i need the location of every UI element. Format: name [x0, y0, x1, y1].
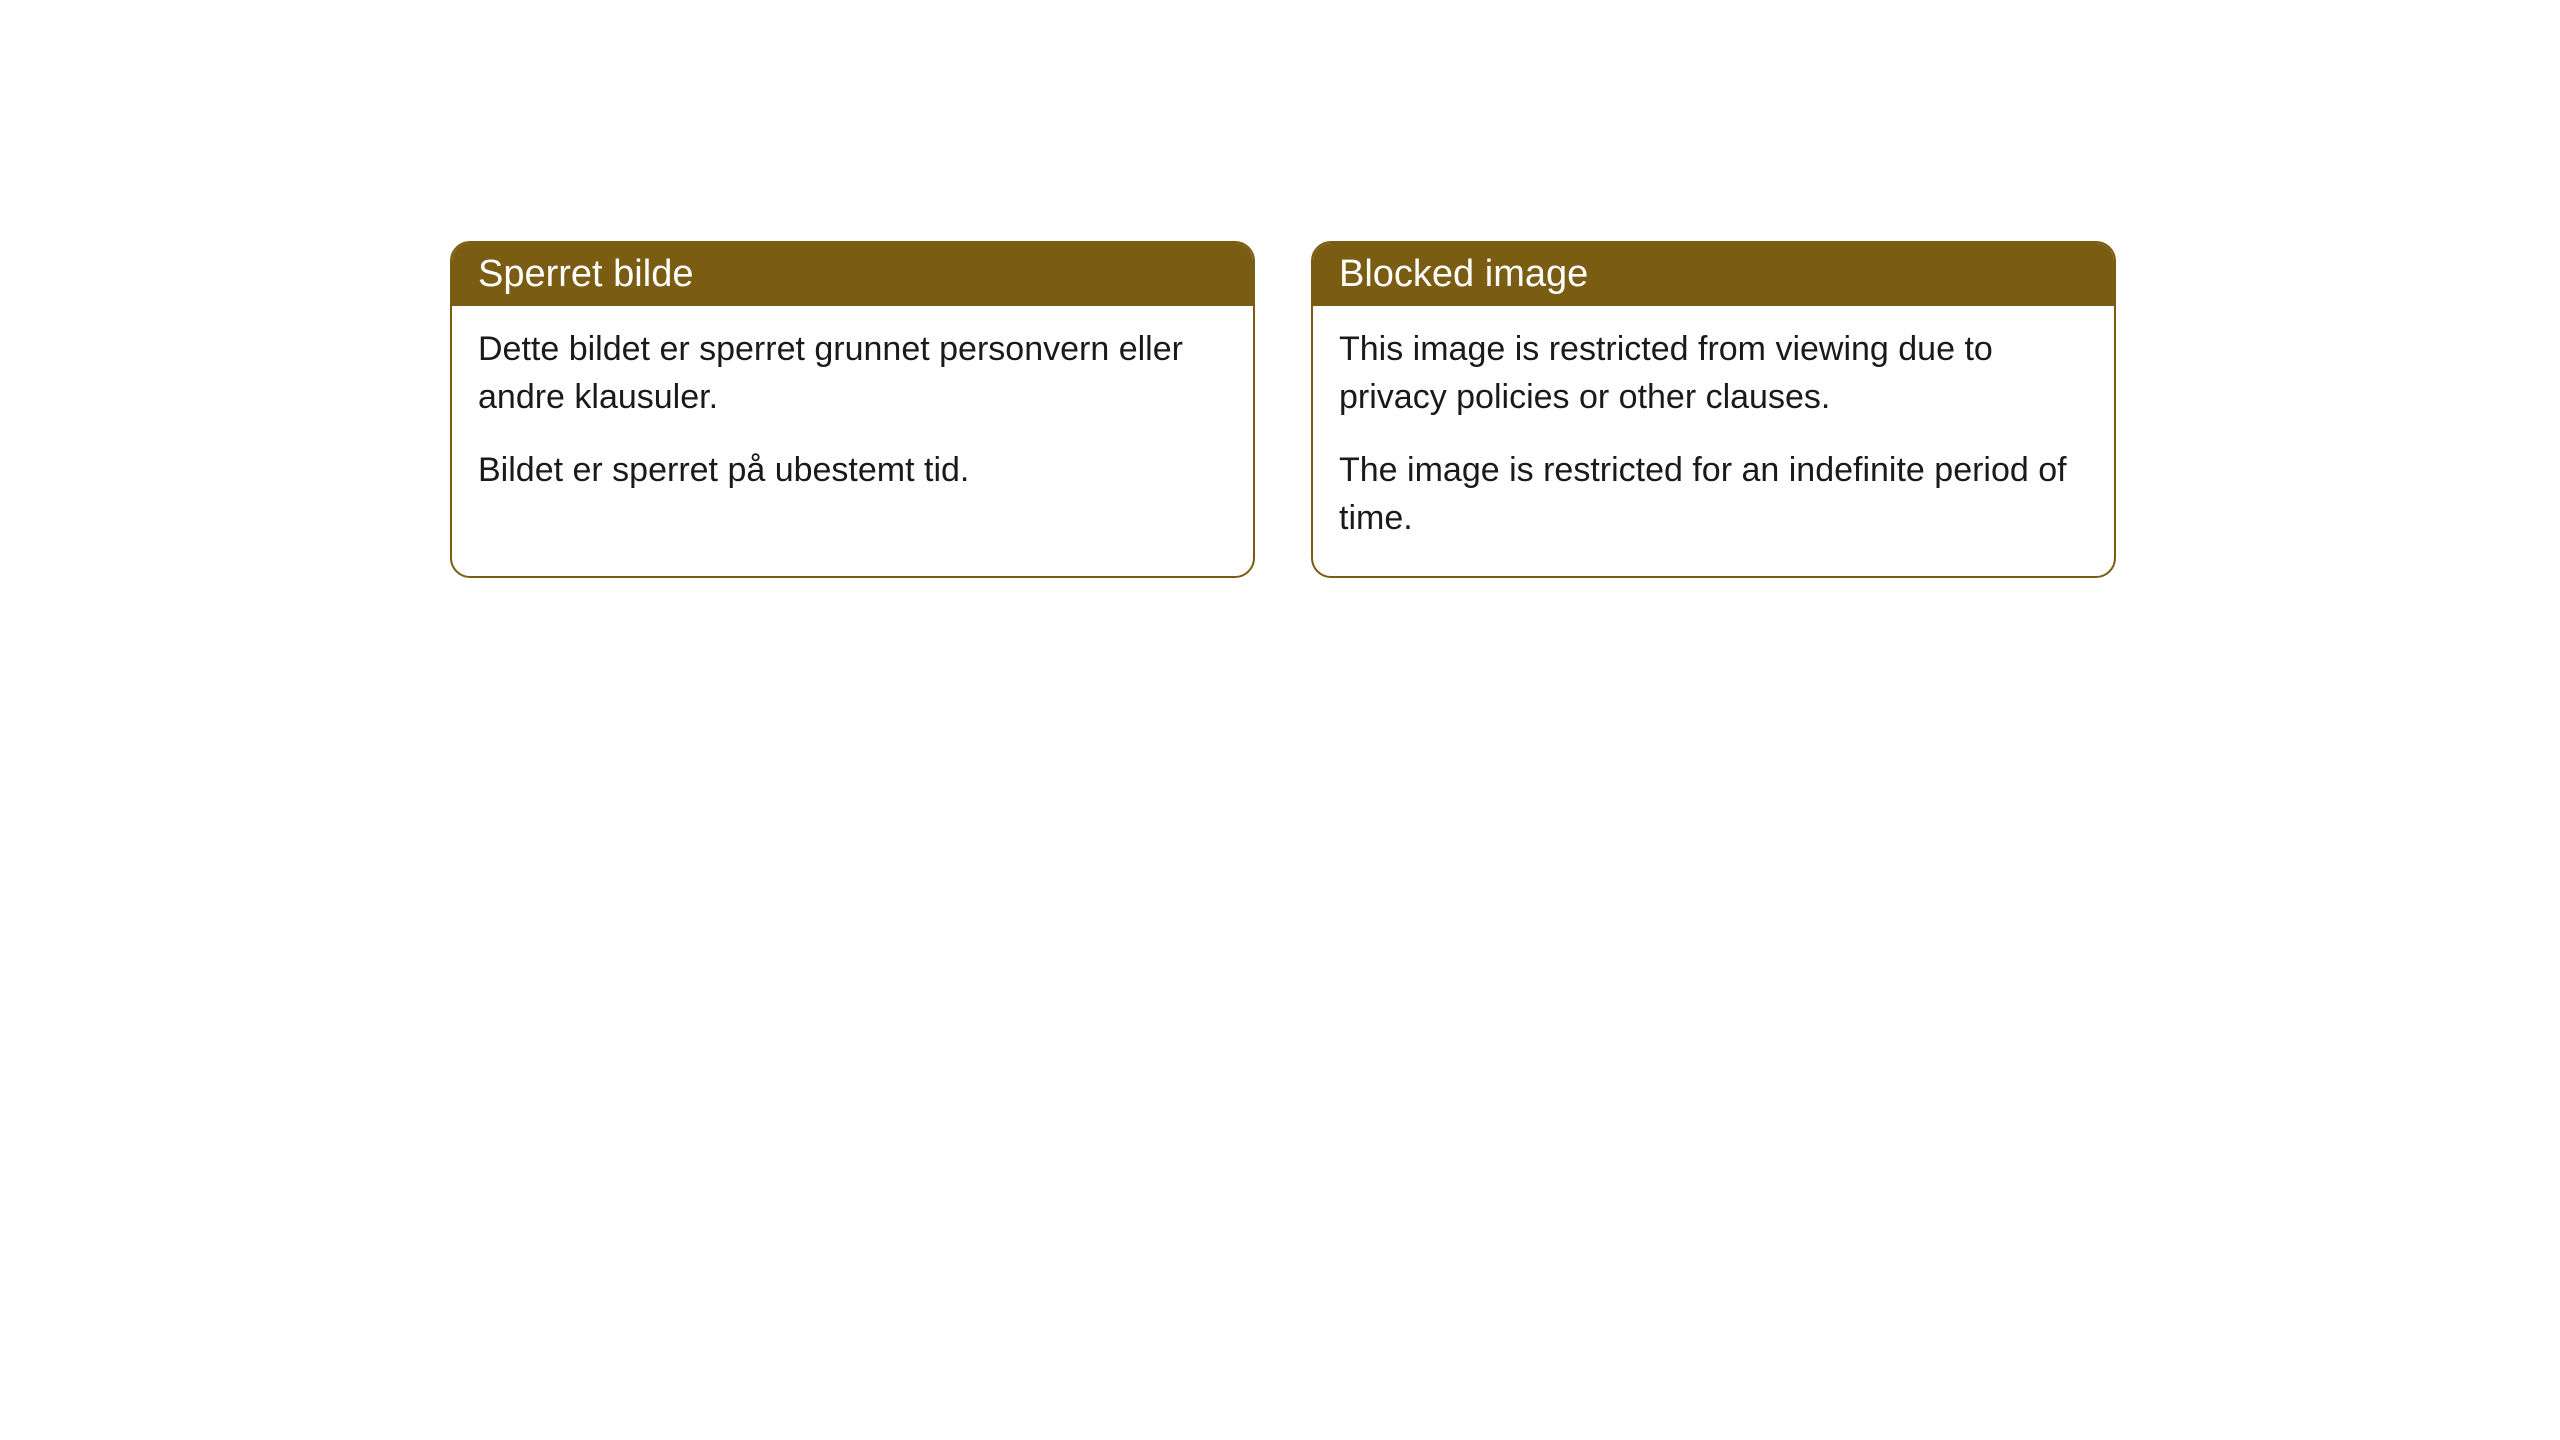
card-body-no: Dette bildet er sperret grunnet personve…: [452, 306, 1253, 529]
card-paragraph-1-no: Dette bildet er sperret grunnet personve…: [478, 326, 1227, 421]
cards-container: Sperret bilde Dette bildet er sperret gr…: [450, 241, 2116, 578]
card-header-no: Sperret bilde: [452, 243, 1253, 306]
card-paragraph-2-en: The image is restricted for an indefinit…: [1339, 447, 2088, 542]
blocked-image-card-no: Sperret bilde Dette bildet er sperret gr…: [450, 241, 1255, 578]
card-paragraph-2-no: Bildet er sperret på ubestemt tid.: [478, 447, 1227, 495]
card-paragraph-1-en: This image is restricted from viewing du…: [1339, 326, 2088, 421]
blocked-image-card-en: Blocked image This image is restricted f…: [1311, 241, 2116, 578]
card-body-en: This image is restricted from viewing du…: [1313, 306, 2114, 576]
card-header-en: Blocked image: [1313, 243, 2114, 306]
